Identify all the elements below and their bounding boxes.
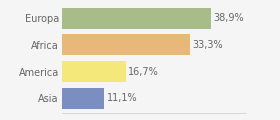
Bar <box>62 34 190 55</box>
Bar <box>62 61 126 82</box>
Bar <box>62 8 211 29</box>
Text: 16,7%: 16,7% <box>128 66 159 77</box>
Bar <box>62 88 104 108</box>
Text: 11,1%: 11,1% <box>107 93 137 103</box>
Text: 38,9%: 38,9% <box>214 13 244 23</box>
Text: 33,3%: 33,3% <box>192 40 223 50</box>
